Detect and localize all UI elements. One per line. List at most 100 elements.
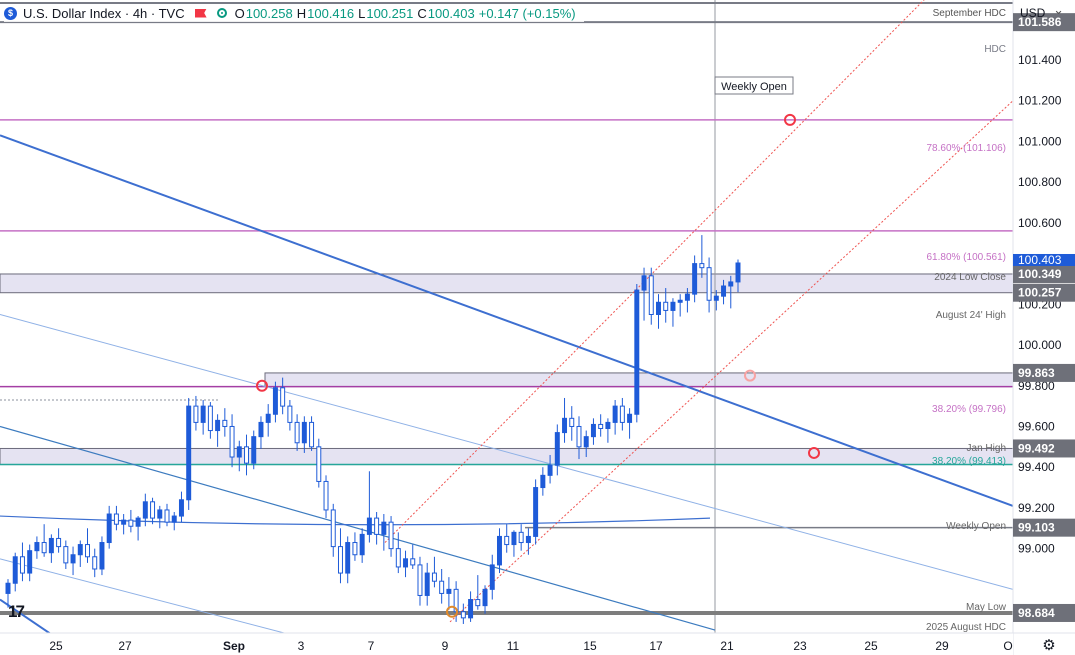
candle[interactable]	[258, 416, 264, 449]
candle[interactable]	[554, 424, 560, 476]
candle[interactable]	[627, 408, 633, 439]
candle[interactable]	[482, 585, 488, 614]
candle[interactable]	[251, 430, 257, 470]
candle[interactable]	[713, 290, 719, 311]
candle[interactable]	[721, 279, 727, 305]
candle[interactable]	[540, 467, 546, 496]
candle[interactable]	[663, 288, 669, 323]
candle[interactable]	[562, 397, 568, 443]
candle[interactable]	[374, 511, 380, 545]
candle[interactable]	[496, 528, 502, 574]
candle[interactable]	[699, 235, 705, 278]
candle[interactable]	[677, 294, 683, 317]
candle[interactable]	[171, 511, 177, 531]
candle[interactable]	[590, 418, 596, 445]
candle[interactable]	[706, 257, 712, 313]
candle[interactable]	[533, 479, 539, 545]
candle[interactable]	[583, 430, 589, 458]
tradingview-logo-icon[interactable]: 17	[8, 602, 25, 621]
candle[interactable]	[106, 505, 112, 549]
candle[interactable]	[460, 603, 466, 624]
candle[interactable]	[489, 554, 495, 600]
candle[interactable]	[504, 524, 510, 553]
candle[interactable]	[265, 404, 271, 437]
candle[interactable]	[34, 536, 40, 559]
candle[interactable]	[670, 298, 676, 327]
candle[interactable]	[735, 259, 741, 293]
candle[interactable]	[403, 550, 409, 578]
candle[interactable]	[569, 406, 575, 441]
candle[interactable]	[684, 288, 690, 313]
candle[interactable]	[439, 568, 445, 604]
candle[interactable]	[475, 575, 481, 610]
candle[interactable]	[468, 591, 474, 622]
candle[interactable]	[431, 556, 437, 588]
candle[interactable]	[648, 267, 654, 325]
candle[interactable]	[294, 414, 300, 451]
candle[interactable]	[236, 440, 242, 472]
candle[interactable]	[359, 528, 365, 563]
candle[interactable]	[272, 381, 278, 423]
candle[interactable]	[128, 509, 134, 533]
candle[interactable]	[323, 475, 329, 519]
flag-icon[interactable]	[194, 8, 207, 18]
candle[interactable]	[41, 524, 47, 557]
candle[interactable]	[85, 528, 90, 563]
candle[interactable]	[446, 577, 452, 610]
candle[interactable]	[656, 294, 661, 329]
candle[interactable]	[229, 414, 235, 468]
candle[interactable]	[576, 416, 582, 460]
candle[interactable]	[366, 471, 372, 543]
candle[interactable]	[63, 540, 69, 569]
candle[interactable]	[222, 408, 228, 437]
candle[interactable]	[641, 267, 647, 321]
candle[interactable]	[207, 402, 213, 439]
candle[interactable]	[244, 434, 250, 476]
candle[interactable]	[634, 283, 640, 423]
candle[interactable]	[92, 548, 98, 578]
candle[interactable]	[121, 514, 127, 535]
candle[interactable]	[395, 532, 401, 574]
candle[interactable]	[27, 544, 33, 582]
currency-selector[interactable]: USD	[1016, 0, 1072, 23]
candle[interactable]	[48, 534, 54, 563]
candle[interactable]	[135, 516, 141, 541]
candle[interactable]	[301, 416, 307, 453]
symbol-legend[interactable]: $ U.S. Dollar Index · 4h · TVC O 100.258 …	[4, 4, 584, 22]
candle[interactable]	[352, 532, 358, 561]
candle[interactable]	[598, 414, 604, 437]
candle[interactable]	[113, 505, 119, 531]
candle[interactable]	[142, 493, 148, 527]
candle[interactable]	[280, 377, 286, 415]
candle[interactable]	[417, 556, 423, 606]
candle[interactable]	[70, 546, 76, 576]
candle[interactable]	[525, 528, 531, 555]
candle[interactable]	[77, 540, 83, 567]
candle[interactable]	[728, 275, 734, 309]
candle[interactable]	[381, 514, 387, 551]
candle[interactable]	[186, 397, 192, 510]
candle[interactable]	[309, 416, 315, 451]
candle[interactable]	[410, 544, 416, 569]
candle[interactable]	[215, 414, 221, 447]
candle[interactable]	[619, 397, 625, 431]
candle[interactable]	[5, 579, 11, 608]
candle[interactable]	[99, 536, 105, 576]
candle[interactable]	[547, 454, 553, 484]
candle[interactable]	[316, 438, 322, 488]
candle[interactable]	[424, 562, 430, 606]
candle[interactable]	[193, 395, 199, 431]
candle[interactable]	[178, 491, 184, 523]
candle[interactable]	[157, 505, 163, 529]
candle[interactable]	[337, 528, 343, 584]
candle[interactable]	[692, 255, 698, 303]
candle[interactable]	[612, 400, 618, 435]
candle[interactable]	[12, 552, 18, 592]
candle[interactable]	[164, 503, 170, 527]
candle[interactable]	[200, 400, 206, 435]
candle[interactable]	[388, 516, 394, 557]
candle[interactable]	[56, 528, 62, 553]
candle[interactable]	[605, 418, 611, 443]
candle[interactable]	[345, 536, 351, 584]
